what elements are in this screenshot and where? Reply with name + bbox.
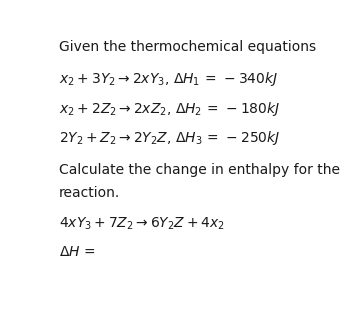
Text: $\Delta H\, =$: $\Delta H\, =$ — [59, 245, 96, 259]
Text: Calculate the change in enthalpy for the: Calculate the change in enthalpy for the — [59, 163, 340, 177]
Text: Given the thermochemical equations: Given the thermochemical equations — [59, 40, 316, 54]
Text: $x_2 + 2Z_2 \rightarrow 2xZ_2$, $\Delta H_2\, =\, -180kJ$: $x_2 + 2Z_2 \rightarrow 2xZ_2$, $\Delta … — [59, 100, 280, 118]
Text: $4xY_3 + 7Z_2 \rightarrow 6Y_2Z + 4x_2$: $4xY_3 + 7Z_2 \rightarrow 6Y_2Z + 4x_2$ — [59, 216, 224, 233]
Text: reaction.: reaction. — [59, 186, 120, 200]
Text: $2Y_2 + Z_2 \rightarrow 2Y_2Z$, $\Delta H_3\, =\, -250kJ$: $2Y_2 + Z_2 \rightarrow 2Y_2Z$, $\Delta … — [59, 129, 280, 147]
Text: $x_2 + 3Y_2 \rightarrow 2xY_3$, $\Delta H_1\, =\, -340kJ$: $x_2 + 3Y_2 \rightarrow 2xY_3$, $\Delta … — [59, 70, 278, 88]
